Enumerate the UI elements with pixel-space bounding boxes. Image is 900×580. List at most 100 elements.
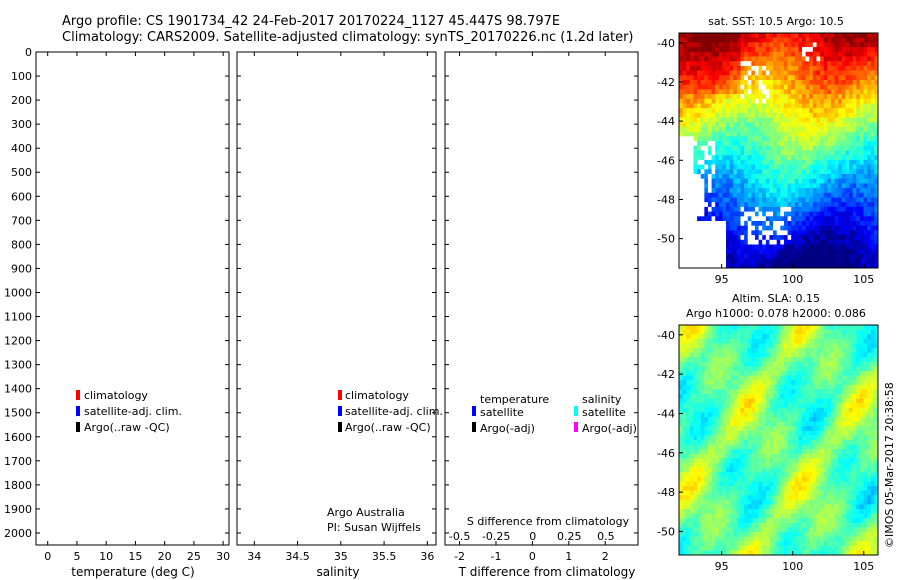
map-cell	[747, 230, 752, 236]
map-cell	[697, 467, 702, 473]
map-cell	[780, 112, 785, 118]
map-cell	[758, 216, 763, 222]
salinity-annotation-line-2: PI: Susan Wijffels	[327, 521, 421, 534]
map-cell	[874, 216, 879, 222]
map-cell	[700, 325, 705, 330]
map-cell	[740, 65, 745, 71]
map-cell	[704, 453, 709, 459]
map-cell	[805, 70, 810, 76]
map-cell	[744, 458, 749, 464]
map-cell	[780, 127, 785, 133]
map-cell	[798, 206, 803, 212]
map-cell	[780, 472, 785, 478]
map-cell	[859, 417, 864, 422]
map-cell	[863, 70, 868, 76]
map-cell	[791, 253, 796, 259]
map-cell	[736, 206, 741, 212]
map-cell	[798, 403, 803, 409]
x-tick-label: 35.5	[372, 550, 397, 563]
map-cell	[783, 463, 788, 468]
map-cell	[704, 84, 709, 90]
map-cell	[809, 75, 814, 81]
map-cell	[758, 108, 763, 114]
map-cell	[845, 75, 850, 81]
map-cell	[838, 112, 843, 118]
map-cell	[841, 192, 846, 198]
map-cell	[856, 202, 861, 208]
map-cell	[849, 117, 854, 123]
map-cell	[838, 338, 843, 344]
map-cell	[700, 216, 705, 222]
map-cell	[870, 239, 875, 245]
map-cell	[715, 127, 720, 133]
map-cell	[747, 435, 752, 441]
map-cell	[726, 221, 731, 227]
map-cell	[769, 486, 774, 491]
map-cell	[870, 84, 875, 90]
map-cell	[693, 61, 698, 67]
map-cell	[733, 343, 738, 349]
map-cell	[805, 235, 810, 241]
map-cell	[758, 421, 763, 427]
map-cell	[686, 421, 691, 427]
map-cell	[870, 178, 875, 184]
map-cell	[762, 112, 767, 118]
map-cell	[802, 463, 807, 468]
map-cell	[823, 56, 828, 62]
map-cell	[783, 407, 788, 413]
map-cell	[693, 56, 698, 62]
map-cell	[733, 206, 738, 212]
map-cell	[838, 380, 843, 386]
map-cell	[874, 398, 879, 404]
map-cell	[827, 421, 832, 427]
map-cell	[758, 394, 763, 399]
map-cell	[870, 334, 875, 340]
map-cell	[751, 348, 756, 353]
map-cell	[856, 375, 861, 381]
map-cell	[769, 329, 774, 335]
map-cell	[874, 65, 879, 71]
map-cell	[780, 394, 785, 399]
map-cell	[867, 458, 872, 464]
map-cell	[744, 178, 749, 184]
map-cell	[798, 131, 803, 137]
map-cell	[754, 486, 759, 491]
map-cell	[682, 352, 687, 358]
map-cell	[704, 70, 709, 76]
map-cell	[689, 263, 694, 269]
map-cell	[733, 486, 738, 491]
map-cell	[870, 206, 875, 212]
map-cell	[707, 202, 712, 208]
map-cell	[751, 169, 756, 175]
map-cell	[682, 75, 687, 81]
x-tick-label: 34	[247, 550, 261, 563]
map-cell	[686, 412, 691, 418]
map-cell	[823, 325, 828, 330]
map-cell	[689, 178, 694, 184]
map-cell	[733, 192, 738, 198]
map-cell	[867, 371, 872, 376]
map-cell	[859, 329, 864, 335]
map-cell	[841, 375, 846, 381]
map-cell	[776, 98, 781, 104]
map-cell	[744, 84, 749, 90]
map-cell	[700, 164, 705, 170]
map-cell	[841, 263, 846, 269]
map-cell	[783, 472, 788, 478]
map-cell	[776, 394, 781, 399]
map-cell	[830, 263, 835, 269]
map-cell	[780, 84, 785, 90]
map-cell	[751, 398, 756, 404]
map-cell	[754, 117, 759, 123]
map-cell	[841, 202, 846, 208]
map-cell	[715, 141, 720, 147]
map-cell	[794, 325, 799, 330]
map-cell	[729, 192, 734, 198]
map-cell	[856, 84, 861, 90]
map-cell	[700, 435, 705, 441]
map-cell	[744, 108, 749, 114]
map-cell	[852, 366, 857, 372]
map-cell	[849, 458, 854, 464]
map-cell	[780, 33, 785, 39]
map-cell	[783, 37, 788, 43]
